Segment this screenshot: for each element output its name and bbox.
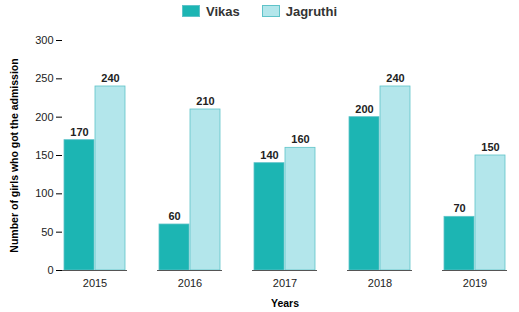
svg-text:60: 60 (168, 210, 180, 222)
svg-text:240: 240 (386, 72, 404, 84)
svg-text:100: 100 (35, 187, 53, 199)
svg-text:2018: 2018 (368, 277, 392, 289)
svg-text:2017: 2017 (273, 277, 297, 289)
svg-text:200: 200 (355, 103, 373, 115)
svg-text:250: 250 (35, 72, 53, 84)
svg-text:2015: 2015 (83, 277, 107, 289)
svg-text:150: 150 (35, 149, 53, 161)
svg-text:200: 200 (35, 111, 53, 123)
svg-text:2019: 2019 (463, 277, 487, 289)
svg-text:160: 160 (291, 133, 309, 145)
svg-text:300: 300 (35, 34, 53, 46)
svg-text:50: 50 (41, 226, 53, 238)
html-text:Jagruthi: Jagruthi (285, 3, 337, 19)
svg-text:150: 150 (481, 141, 499, 153)
svg-text:210: 210 (196, 95, 214, 107)
svg-text:Number of girls who got the ad: Number of girls who got the admission (8, 58, 20, 252)
svg-text:240: 240 (101, 72, 119, 84)
svg-text:70: 70 (453, 202, 465, 214)
svg-text:Years: Years (271, 297, 299, 309)
html-text:Vikas: Vikas (206, 3, 240, 19)
svg-text:0: 0 (47, 264, 53, 276)
svg-text:2016: 2016 (178, 277, 202, 289)
svg-text:170: 170 (70, 126, 88, 138)
svg-text:140: 140 (260, 149, 278, 161)
